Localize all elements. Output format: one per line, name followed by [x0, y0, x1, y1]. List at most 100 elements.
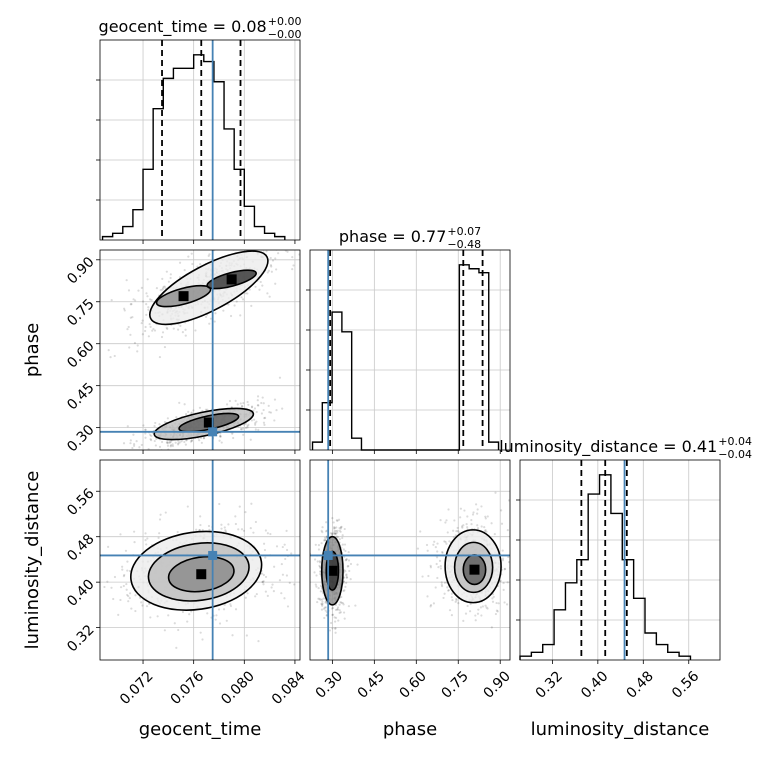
- scatter-luminosity_distance-vs-geocent_time-sample-point: [263, 548, 267, 552]
- scatter-phase-vs-geocent_time-sample-point: [200, 441, 203, 444]
- scatter-luminosity_distance-vs-geocent_time-sample-point: [244, 596, 247, 599]
- scatter-phase-vs-geocent_time-sample-point: [247, 423, 250, 426]
- scatter-phase-vs-geocent_time-sample-point: [268, 295, 271, 298]
- scatter-phase-vs-geocent_time-sample-point: [208, 253, 211, 256]
- scatter-luminosity_distance-vs-phase-sample-point: [345, 576, 348, 579]
- scatter-phase-vs-geocent_time-sample-point: [174, 441, 177, 444]
- scatter-phase-vs-geocent_time-sample-point: [213, 320, 216, 323]
- scatter-luminosity_distance-vs-geocent_time-sample-point: [177, 628, 180, 632]
- scatter-phase-vs-geocent_time-sample-point: [181, 331, 184, 334]
- scatter-luminosity_distance-vs-phase-sample-point: [349, 578, 352, 581]
- scatter-luminosity_distance-vs-phase-sample-point: [339, 526, 343, 529]
- scatter-luminosity_distance-vs-geocent_time-sample-point: [249, 527, 252, 530]
- scatter-luminosity_distance-vs-phase-sample-point: [463, 509, 466, 512]
- scatter-luminosity_distance-vs-phase-sample-point: [320, 608, 324, 611]
- scatter-phase-vs-geocent_time-sample-point: [262, 421, 266, 424]
- scatter-luminosity_distance-vs-geocent_time-sample-point: [156, 615, 159, 618]
- scatter-luminosity_distance-vs-phase-sample-point: [502, 588, 505, 591]
- scatter-luminosity_distance-vs-phase-sample-point: [321, 531, 324, 534]
- scatter-luminosity_distance-vs-geocent_time-sample-point: [164, 511, 167, 514]
- scatter-phase-vs-geocent_time-sample-point: [170, 440, 173, 443]
- scatter-luminosity_distance-vs-phase-sample-point: [321, 602, 324, 605]
- scatter-phase-vs-geocent_time-sample-point: [246, 400, 249, 404]
- scatter-luminosity_distance-vs-phase-sample-point: [451, 598, 454, 602]
- scatter-luminosity_distance-vs-phase-sample-point: [346, 565, 349, 568]
- scatter-phase-vs-geocent_time-sample-point: [208, 322, 211, 325]
- scatter-luminosity_distance-vs-phase-density-peak: [469, 564, 480, 575]
- scatter-luminosity_distance-vs-phase-sample-point: [316, 600, 319, 604]
- scatter-luminosity_distance-vs-phase-sample-point: [497, 602, 500, 605]
- scatter-luminosity_distance-vs-geocent_time-sample-point: [214, 618, 217, 621]
- x-tick-label: 0.080: [218, 668, 258, 708]
- scatter-luminosity_distance-vs-phase-sample-point: [445, 542, 448, 545]
- scatter-phase-vs-geocent_time-sample-point: [141, 300, 145, 303]
- scatter-phase-vs-geocent_time-sample-point: [259, 246, 261, 248]
- scatter-luminosity_distance-vs-phase-sample-point: [318, 560, 321, 563]
- scatter-phase-vs-geocent_time-sample-point: [190, 252, 193, 255]
- scatter-phase-vs-geocent_time-sample-point: [196, 265, 199, 268]
- scatter-phase-vs-geocent_time-sample-point: [163, 420, 166, 424]
- scatter-luminosity_distance-vs-phase-sample-point: [320, 598, 324, 601]
- scatter-luminosity_distance-vs-phase-sample-point: [477, 608, 480, 611]
- title-lower-error: −0.48: [447, 238, 481, 251]
- scatter-phase-vs-geocent_time-sample-point: [202, 437, 206, 440]
- scatter-phase-vs-geocent_time-sample-point: [178, 401, 181, 404]
- scatter-phase-vs-geocent_time-sample-point: [126, 425, 129, 428]
- scatter-luminosity_distance-vs-geocent_time-truth-marker: [208, 550, 218, 560]
- scatter-phase-vs-geocent_time-sample-point: [274, 282, 277, 285]
- scatter-phase-vs-geocent_time-sample-point: [248, 243, 250, 245]
- scatter-phase-vs-geocent_time-sample-point: [265, 226, 267, 228]
- scatter-luminosity_distance-vs-phase-sample-point: [337, 518, 341, 521]
- scatter-phase-vs-geocent_time-sample-point: [246, 292, 249, 295]
- scatter-luminosity_distance-vs-phase-sample-point: [501, 559, 505, 562]
- scatter-luminosity_distance-vs-phase-sample-point: [448, 609, 452, 612]
- scatter-luminosity_distance-vs-phase-sample-point: [511, 561, 513, 563]
- scatter-phase-vs-geocent_time-sample-point: [148, 298, 152, 301]
- scatter-phase-vs-geocent_time-sample-point: [183, 403, 186, 406]
- scatter-luminosity_distance-vs-geocent_time-sample-point: [199, 515, 202, 518]
- scatter-luminosity_distance-vs-phase-sample-point: [325, 536, 328, 540]
- scatter-luminosity_distance-vs-geocent_time-sample-point: [262, 583, 265, 586]
- scatter-luminosity_distance-vs-phase-sample-point: [494, 612, 498, 616]
- scatter-phase-vs-geocent_time-sample-point: [178, 441, 181, 444]
- scatter-luminosity_distance-vs-phase-sample-point: [341, 602, 344, 605]
- scatter-phase-vs-geocent_time-sample-point: [169, 445, 172, 448]
- hist-phase-step: [311, 264, 500, 451]
- scatter-luminosity_distance-vs-phase-sample-point: [330, 532, 334, 535]
- scatter-phase-vs-geocent_time-sample-point: [242, 401, 245, 405]
- scatter-phase-vs-geocent_time-density-peak: [178, 291, 189, 302]
- scatter-luminosity_distance-vs-geocent_time-sample-point: [133, 541, 136, 544]
- scatter-luminosity_distance-vs-geocent_time-sample-point: [173, 622, 176, 625]
- scatter-luminosity_distance-vs-geocent_time-sample-point: [229, 603, 232, 606]
- scatter-luminosity_distance-vs-phase-sample-point: [337, 536, 340, 539]
- scatter-luminosity_distance-vs-phase-sample-point: [485, 606, 488, 609]
- scatter-phase-vs-geocent_time-sample-point: [189, 440, 193, 443]
- title-phase: phase = 0.77 +0.07−0.48: [339, 225, 481, 251]
- scatter-luminosity_distance-vs-phase-sample-point: [318, 565, 322, 568]
- scatter-phase-vs-geocent_time-sample-point: [166, 327, 169, 330]
- y-axis-label: phase: [22, 323, 43, 377]
- scatter-luminosity_distance-vs-phase-sample-point: [338, 603, 341, 606]
- scatter-luminosity_distance-vs-phase-sample-point: [321, 526, 324, 529]
- scatter-luminosity_distance-vs-phase-sample-point: [446, 586, 449, 589]
- scatter-luminosity_distance-vs-phase-sample-point: [329, 532, 332, 535]
- scatter-luminosity_distance-vs-geocent_time-sample-point: [163, 629, 166, 632]
- scatter-luminosity_distance-vs-phase-sample-point: [337, 619, 340, 622]
- scatter-luminosity_distance-vs-geocent_time-sample-point: [201, 528, 204, 532]
- scatter-phase-vs-geocent_time-sample-point: [166, 441, 169, 444]
- scatter-phase-vs-geocent_time-sample-point: [268, 411, 271, 414]
- scatter-luminosity_distance-vs-geocent_time-sample-point: [195, 528, 198, 531]
- scatter-phase-vs-geocent_time-sample-point: [190, 411, 193, 414]
- scatter-luminosity_distance-vs-geocent_time-sample-point: [285, 548, 289, 552]
- scatter-phase-vs-geocent_time-sample-point: [198, 406, 202, 409]
- scatter-phase-vs-geocent_time-sample-point: [267, 404, 270, 407]
- scatter-phase-vs-geocent_time-sample-point: [146, 278, 149, 281]
- scatter-luminosity_distance-vs-phase-sample-point: [474, 619, 477, 622]
- scatter-luminosity_distance-vs-phase-sample-point: [324, 609, 327, 612]
- scatter-luminosity_distance-vs-geocent_time-sample-point: [125, 588, 128, 591]
- scatter-luminosity_distance-vs-phase-sample-point: [502, 581, 505, 585]
- scatter-luminosity_distance-vs-phase-sample-point: [345, 558, 348, 561]
- scatter-luminosity_distance-vs-geocent_time-sample-point: [264, 575, 268, 579]
- scatter-luminosity_distance-vs-phase-sample-point: [436, 576, 439, 580]
- scatter-luminosity_distance-vs-phase-sample-point: [319, 590, 322, 593]
